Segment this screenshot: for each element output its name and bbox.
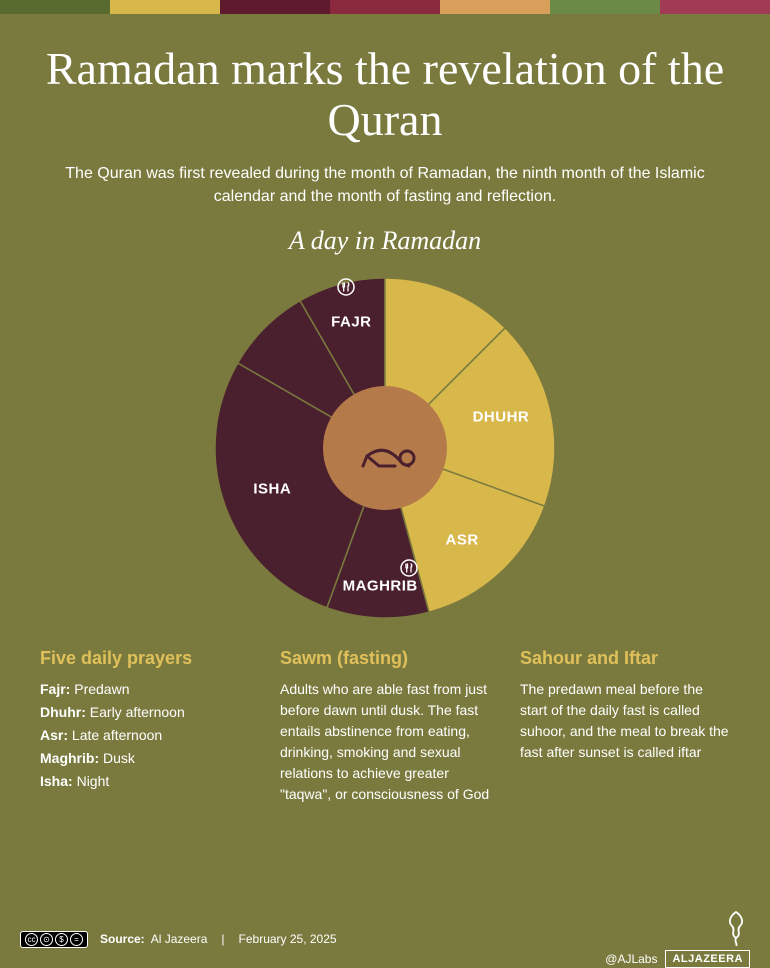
direction-arrow-icon xyxy=(431,611,441,620)
meal-icon xyxy=(336,277,356,297)
column-title: Five daily prayers xyxy=(40,648,250,669)
prayer-line: Asr: Late afternoon xyxy=(40,725,250,746)
aljazeera-logo-icon xyxy=(722,910,750,946)
column-body: Adults who are able fast from just befor… xyxy=(280,679,490,805)
segment-label: MAGHRIB xyxy=(343,577,418,594)
direction-arrow-icon xyxy=(326,610,336,619)
palette-swatch xyxy=(550,0,660,14)
prayers-list: Fajr: PredawnDhuhr: Early afternoonAsr: … xyxy=(40,679,250,792)
day-cycle-chart: FAJR DHUHR ASR MAGHRIB ISHA xyxy=(205,268,565,628)
palette-bar xyxy=(0,0,770,14)
segment-label: FAJR xyxy=(331,314,371,331)
info-columns: Five daily prayers Fajr: PredawnDhuhr: E… xyxy=(0,628,770,805)
column-title: Sawm (fasting) xyxy=(280,648,490,669)
subtitle-text: A day in Ramadan xyxy=(40,226,730,256)
column-title: Sahour and Iftar xyxy=(520,648,730,669)
segment-label: ISHA xyxy=(253,481,291,498)
palette-swatch xyxy=(660,0,770,14)
segment-label: ASR xyxy=(446,531,479,548)
prayer-line: Fajr: Predawn xyxy=(40,679,250,700)
fasting-column: Sawm (fasting) Adults who are able fast … xyxy=(280,648,490,805)
direction-arrow-icon xyxy=(547,497,556,507)
source-label: Source: xyxy=(100,932,145,946)
meals-column: Sahour and Iftar The predawn meal before… xyxy=(520,648,730,805)
social-handle: @AJLabs xyxy=(605,952,657,966)
footer-bar: cc⊙$= Source: Al Jazeera | February 25, … xyxy=(0,915,770,963)
chart-center xyxy=(323,386,447,510)
brand-box: ALJAZEERA xyxy=(665,950,750,968)
prayer-line: Dhuhr: Early afternoon xyxy=(40,702,250,723)
prayer-line: Maghrib: Dusk xyxy=(40,748,250,769)
palette-swatch xyxy=(220,0,330,14)
prayers-column: Five daily prayers Fajr: PredawnDhuhr: E… xyxy=(40,648,250,805)
main-title: Ramadan marks the revelation of the Qura… xyxy=(40,44,730,145)
palette-swatch xyxy=(110,0,220,14)
segment-label: DHUHR xyxy=(473,408,530,425)
source-name: Al Jazeera xyxy=(151,932,208,946)
palette-swatch xyxy=(330,0,440,14)
palette-swatch xyxy=(0,0,110,14)
prayer-line: Isha: Night xyxy=(40,771,250,792)
footer-date: February 25, 2025 xyxy=(239,932,337,946)
description-text: The Quran was first revealed during the … xyxy=(60,163,710,208)
cc-license-badge: cc⊙$= xyxy=(20,931,88,948)
palette-swatch xyxy=(440,0,550,14)
separator: | xyxy=(221,932,224,946)
column-body: The predawn meal before the start of the… xyxy=(520,679,730,763)
meal-icon xyxy=(399,558,419,578)
